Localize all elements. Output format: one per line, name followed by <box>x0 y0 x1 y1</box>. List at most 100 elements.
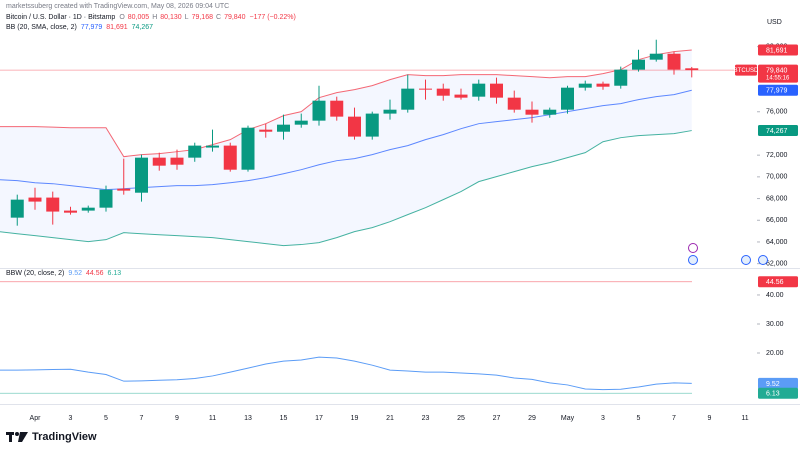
close-tag: 79,840 <box>766 67 788 74</box>
ohlc-key: L <box>184 14 189 21</box>
band-line <box>0 130 692 247</box>
candle-body <box>206 145 219 148</box>
x-tick-label: May <box>561 415 575 422</box>
x-tick-label: 27 <box>493 415 501 422</box>
y-tick-label: 30.00 <box>766 321 784 328</box>
candle-body <box>596 83 610 87</box>
band-tag-bg <box>758 84 798 96</box>
candle-body <box>419 88 432 90</box>
ohlc-value: 80,130 <box>160 14 182 21</box>
candle-body <box>152 157 166 166</box>
band-tag: 74,267 <box>766 128 788 135</box>
candle-body <box>99 189 113 208</box>
attribution: marketssuberg created with TradingView.c… <box>6 3 229 10</box>
candle-body <box>312 100 326 121</box>
level-tag: 6.13 <box>766 391 780 398</box>
x-tick-label: 9 <box>708 415 712 422</box>
candle-body <box>259 129 273 132</box>
y-tick-label: 40.00 <box>766 292 784 299</box>
logo-icon <box>6 432 28 442</box>
band-tag-bg <box>758 44 798 56</box>
candle-body <box>685 68 699 71</box>
x-tick-label: 19 <box>351 415 359 422</box>
legend-value: 77,979 <box>80 24 103 31</box>
ohlc-key: C <box>216 14 222 21</box>
candle-body <box>241 127 255 170</box>
candle-body <box>170 157 184 165</box>
logo-text: TradingView <box>32 431 97 443</box>
x-tick-label: 5 <box>637 415 641 422</box>
candle-body <box>330 100 344 117</box>
symbol-title[interactable]: Bitcoin / U.S. Dollar · 1D · Bitstamp <box>6 14 116 21</box>
price-unit: USD <box>767 19 782 26</box>
level-tag: 44.56 <box>766 279 784 286</box>
bbw-tag-bg <box>758 377 798 389</box>
ohlc-value: 79,168 <box>191 14 213 21</box>
candle-body <box>472 83 486 97</box>
indicator-name[interactable]: BBW (20, close, 2) <box>6 270 65 277</box>
x-tick-label: 7 <box>672 415 676 422</box>
event-icon[interactable] <box>758 255 768 265</box>
symbol-tag-bg <box>735 64 757 76</box>
candle-body <box>454 94 468 98</box>
attribution-text: marketssuberg created with TradingView.c… <box>6 3 230 10</box>
event-icon[interactable] <box>741 255 751 265</box>
bbw-tag: 9.52 <box>766 381 780 388</box>
band-tag: 81,691 <box>766 47 788 54</box>
y-tick-label: 68,000 <box>766 195 788 202</box>
candle-body <box>64 210 77 213</box>
candle-body <box>223 145 237 170</box>
indicator-name[interactable]: BB (20, SMA, close, 2) <box>6 24 77 31</box>
candle-body <box>188 145 202 158</box>
candle-body <box>543 109 557 115</box>
candle-body <box>46 197 60 212</box>
candle-body <box>525 109 539 115</box>
candle-body <box>561 87 574 110</box>
indicator-legend: BBW (20, close, 2) 9.52 44.56 6.13 <box>6 270 121 277</box>
ohlc-key: O <box>119 14 125 21</box>
x-tick-label: 29 <box>528 415 536 422</box>
logo[interactable]: TradingView <box>6 431 97 443</box>
ohlc-value: 80,005 <box>127 14 150 21</box>
band-fill <box>0 50 692 246</box>
legend-value: 74,267 <box>131 24 154 31</box>
legend-value: 81,691 <box>106 24 128 31</box>
candle-body <box>401 88 415 110</box>
band-line <box>0 89 692 191</box>
candle-body <box>117 188 131 191</box>
candle-body <box>277 124 290 132</box>
x-tick-label: 21 <box>386 415 394 422</box>
ohlc-value: 79,840 <box>224 14 246 21</box>
x-tick-label: 11 <box>209 415 216 422</box>
band-tag-bg <box>758 125 798 137</box>
x-tick-label: 11 <box>741 415 748 422</box>
event-icon[interactable] <box>688 243 698 253</box>
x-tick-label: 13 <box>244 415 252 422</box>
x-tick-label: 9 <box>175 415 179 422</box>
candle-body <box>649 53 663 60</box>
x-tick-label: 7 <box>140 415 144 422</box>
axes: 62,000 64,000 66,000 68,000 70,000 72,000 76,0… <box>30 43 798 422</box>
level-tag-bg <box>758 276 798 288</box>
x-tick-label: 17 <box>315 415 323 422</box>
candle-body <box>667 53 681 70</box>
legend-value: 6.13 <box>107 270 122 277</box>
x-tick-label: 15 <box>280 415 288 422</box>
candle-body <box>490 83 503 98</box>
candle-body <box>436 88 450 96</box>
event-icon[interactable] <box>688 255 698 265</box>
y-tick-label: 66,000 <box>766 217 788 224</box>
symbol-tag: BTCUSD <box>734 68 759 74</box>
candle-body <box>81 207 95 211</box>
candle-body <box>348 116 361 137</box>
band-line <box>0 49 692 158</box>
level-tag-bg <box>758 387 798 399</box>
candle-body <box>383 109 397 114</box>
candle-body <box>294 120 308 125</box>
x-tick-label: Apr <box>30 415 42 422</box>
candle-body <box>507 97 521 110</box>
candle-body <box>28 197 42 202</box>
